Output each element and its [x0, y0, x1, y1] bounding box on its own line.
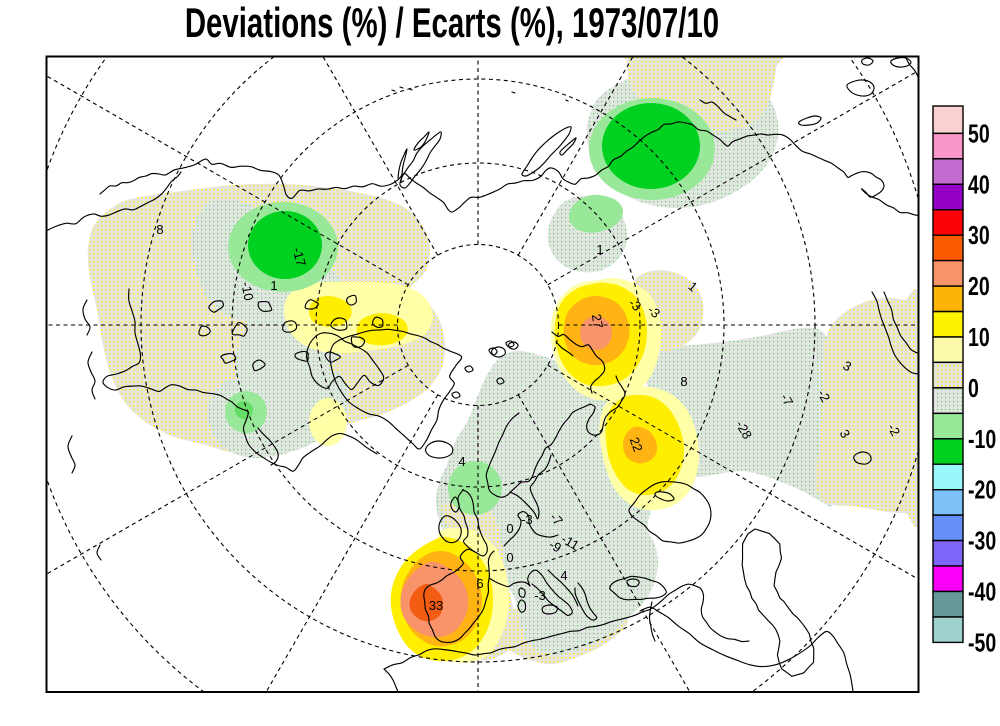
svg-text:50: 50 — [968, 119, 990, 148]
svg-text:0: 0 — [506, 521, 513, 536]
svg-text:Deviations (%) / Ecarts (%), 1: Deviations (%) / Ecarts (%), 1973/07/10 — [185, 0, 719, 46]
svg-text:-10: -10 — [238, 281, 256, 302]
svg-text:-40: -40 — [968, 577, 996, 606]
svg-text:-3: -3 — [534, 588, 546, 603]
svg-text:-10: -10 — [968, 424, 996, 453]
svg-text:10: 10 — [968, 322, 990, 351]
svg-text:27: 27 — [589, 313, 606, 330]
svg-text:0: 0 — [968, 373, 979, 402]
svg-text:-3: -3 — [521, 512, 533, 527]
svg-text:20: 20 — [968, 271, 990, 300]
svg-text:8: 8 — [156, 222, 163, 237]
svg-text:6: 6 — [476, 576, 483, 591]
svg-text:-17: -17 — [290, 246, 309, 268]
svg-text:40: 40 — [968, 170, 990, 199]
svg-text:4: 4 — [560, 568, 567, 583]
svg-text:4: 4 — [458, 454, 465, 469]
svg-text:1: 1 — [596, 242, 603, 257]
svg-text:8: 8 — [680, 374, 687, 389]
svg-text:22: 22 — [627, 435, 646, 454]
svg-text:1: 1 — [270, 278, 277, 293]
svg-text:-50: -50 — [968, 628, 996, 657]
svg-text:-30: -30 — [968, 526, 996, 555]
svg-text:0: 0 — [506, 550, 513, 565]
svg-text:-20: -20 — [968, 475, 996, 504]
svg-text:30: 30 — [968, 220, 990, 249]
svg-text:33: 33 — [429, 598, 443, 613]
